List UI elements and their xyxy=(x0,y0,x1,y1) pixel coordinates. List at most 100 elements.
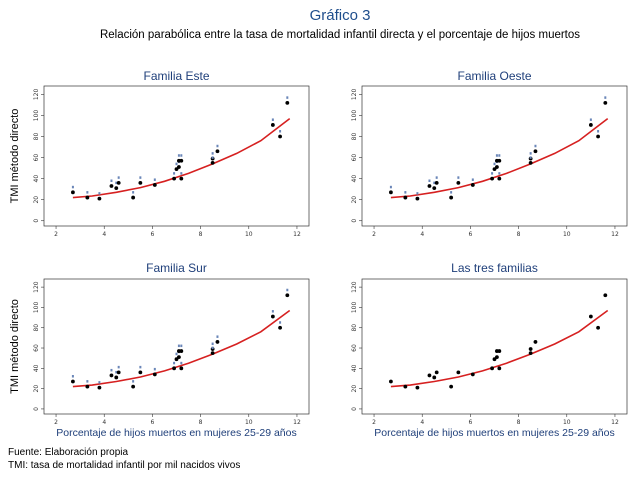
point-label xyxy=(110,179,113,182)
data-point xyxy=(172,366,176,371)
y-axis-label: TMI método directo xyxy=(9,109,21,204)
x-tick-label: 8 xyxy=(199,419,203,426)
y-tick-label: 40 xyxy=(351,364,358,372)
plot-frame xyxy=(43,85,310,227)
data-point xyxy=(495,165,499,169)
data-point xyxy=(470,183,475,187)
data-point xyxy=(533,149,538,154)
point-label xyxy=(279,321,282,324)
data-point xyxy=(533,340,538,344)
point-label xyxy=(498,154,501,157)
plot-frame xyxy=(361,85,628,227)
data-point xyxy=(389,190,393,195)
y-tick-label: 120 xyxy=(351,281,358,293)
data-point xyxy=(270,123,275,127)
x-tick-label: 4 xyxy=(420,419,424,426)
data-point xyxy=(215,149,220,154)
data-point xyxy=(588,123,593,127)
data-point xyxy=(403,195,408,200)
point-label xyxy=(216,335,219,338)
point-label xyxy=(139,365,142,369)
point-label xyxy=(180,361,183,365)
point-label xyxy=(177,154,180,157)
data-point xyxy=(495,355,499,360)
point-label xyxy=(271,310,274,313)
point-label xyxy=(529,152,532,155)
point-label xyxy=(279,130,282,133)
point-label xyxy=(589,118,592,121)
data-point xyxy=(389,379,393,384)
x-tick-label: 2 xyxy=(372,419,376,426)
point-label xyxy=(428,179,431,182)
data-point xyxy=(497,366,502,371)
data-point xyxy=(403,384,408,389)
y-tick-label: 20 xyxy=(33,385,40,393)
data-point xyxy=(588,314,593,319)
point-label xyxy=(271,118,274,121)
data-point xyxy=(179,366,184,371)
y-tick-label: 100 xyxy=(33,110,40,122)
data-point xyxy=(285,100,290,105)
y-tick-label: 120 xyxy=(351,89,358,101)
y-tick-label: 40 xyxy=(351,175,358,183)
point-label xyxy=(435,176,438,179)
point-label xyxy=(534,144,537,148)
x-tick-label: 2 xyxy=(372,231,376,238)
footer-source: Fuente: Elaboración propia xyxy=(8,447,129,458)
data-point xyxy=(109,373,114,378)
point-label xyxy=(180,172,183,175)
data-point xyxy=(427,184,432,188)
x-tick-label: 6 xyxy=(468,419,472,426)
data-point xyxy=(215,340,220,344)
data-point xyxy=(415,385,420,390)
point-label xyxy=(132,380,135,383)
point-label xyxy=(471,178,474,181)
point-label xyxy=(132,191,135,194)
point-label xyxy=(433,181,436,185)
data-point xyxy=(97,196,102,201)
footer-note: TMI: tasa de mortalidad infantil por mil… xyxy=(8,460,240,471)
data-point xyxy=(152,183,157,187)
data-point xyxy=(177,355,181,360)
point-label xyxy=(71,185,74,189)
data-point xyxy=(172,176,176,181)
data-point xyxy=(85,384,90,389)
y-tick-label: 40 xyxy=(33,364,40,372)
point-label xyxy=(211,346,214,350)
x-tick-label: 2 xyxy=(54,419,58,426)
point-label xyxy=(71,375,74,378)
point-label xyxy=(286,288,289,292)
fit-curve xyxy=(72,117,291,199)
figure-subtitle: Relación parabólica entre la tasa de mor… xyxy=(100,29,580,41)
data-point xyxy=(497,158,502,163)
point-label xyxy=(529,156,532,159)
data-point xyxy=(116,180,121,185)
data-point xyxy=(270,314,275,319)
x-tick-label: 8 xyxy=(199,231,203,238)
y-tick-label: 40 xyxy=(33,175,40,183)
figure-title: Gráfico 3 xyxy=(310,7,371,24)
y-tick-label: 80 xyxy=(33,324,40,332)
plot-frame xyxy=(43,278,310,415)
point-label xyxy=(86,380,89,383)
x-tick-label: 12 xyxy=(611,419,619,426)
data-point xyxy=(210,160,215,165)
point-label xyxy=(211,152,214,155)
y-tick-label: 0 xyxy=(351,219,358,223)
y-tick-label: 0 xyxy=(33,219,40,223)
data-point xyxy=(596,325,600,330)
x-tick-label: 12 xyxy=(611,231,619,238)
point-label xyxy=(180,344,183,348)
data-point xyxy=(116,370,121,375)
y-tick-label: 0 xyxy=(351,407,358,411)
point-label xyxy=(491,172,494,175)
y-tick-label: 60 xyxy=(33,344,40,352)
x-tick-label: 2 xyxy=(54,231,58,238)
data-point xyxy=(528,351,533,355)
point-label xyxy=(211,342,214,346)
data-point xyxy=(432,375,437,380)
